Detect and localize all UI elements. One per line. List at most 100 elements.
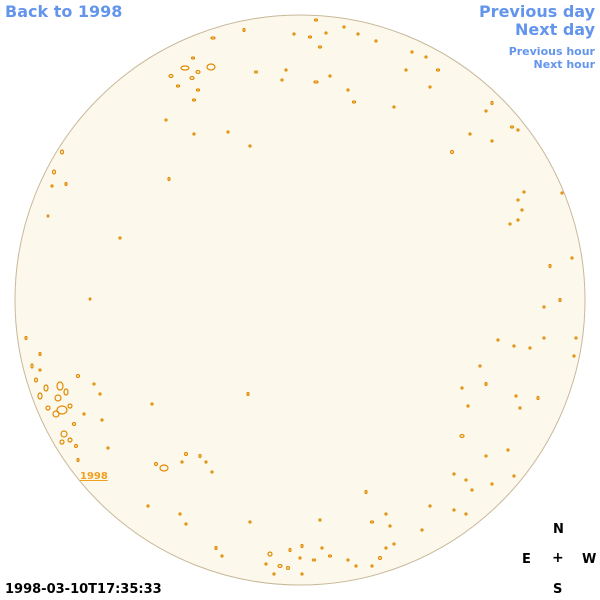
magnetic-contour — [512, 344, 516, 348]
magnetic-contour — [327, 554, 333, 558]
magnetic-contour — [264, 562, 268, 566]
magnetic-contour — [248, 144, 252, 148]
magnetic-contour — [180, 460, 184, 464]
compass-center: + — [552, 550, 564, 566]
magnetic-contour — [248, 520, 252, 524]
magnetic-contours — [24, 18, 578, 576]
magnetic-contour — [484, 454, 488, 458]
magnetic-contour — [38, 368, 42, 372]
magnetic-contour — [180, 65, 190, 71]
magnetic-contour — [516, 218, 520, 222]
magnetic-contour — [452, 472, 456, 476]
magnetic-contour — [318, 518, 322, 522]
magnetic-contour — [24, 335, 28, 341]
magnetic-contour — [267, 551, 273, 557]
magnetic-contour — [50, 184, 54, 188]
magnetic-contour — [307, 35, 313, 39]
magnetic-contour — [342, 25, 346, 29]
magnetic-contour — [118, 236, 122, 240]
observation-timestamp: 1998-03-10T17:35:33 — [5, 582, 162, 597]
magnetic-contour — [346, 558, 350, 562]
magnetic-contour — [313, 80, 319, 84]
magnetic-contour — [324, 31, 328, 35]
magnetic-contour — [311, 558, 317, 562]
magnetic-contour — [466, 404, 470, 408]
magnetic-contour — [73, 443, 79, 449]
previous-hour-link[interactable]: Previous hour — [508, 45, 595, 58]
magnetic-contour — [558, 297, 562, 303]
magnetic-contour — [428, 85, 432, 89]
magnetic-contour — [410, 50, 414, 54]
magnetic-contour — [496, 338, 500, 342]
magnetic-contour — [364, 489, 368, 495]
magnetic-contour — [284, 68, 288, 72]
magnetic-contour — [460, 386, 464, 390]
next-hour-link[interactable]: Next hour — [533, 58, 596, 71]
active-region-label[interactable]: 1998 — [80, 471, 108, 482]
magnetic-contour — [54, 394, 62, 402]
magnetic-contour — [506, 448, 510, 452]
magnetic-contour — [52, 410, 60, 418]
magnetic-contour — [300, 543, 304, 549]
magnetic-contour — [51, 169, 57, 175]
magnetic-contour — [288, 547, 292, 553]
magnetic-contour — [198, 453, 202, 459]
magnetic-contour — [420, 528, 424, 532]
magnetic-contour — [242, 27, 246, 33]
magnetic-contour — [520, 208, 524, 212]
previous-day-link[interactable]: Previous day — [478, 2, 595, 21]
magnetic-contour — [484, 381, 488, 387]
magnetic-contour — [285, 565, 291, 571]
magnetic-contour — [59, 439, 65, 445]
magnetic-contour — [536, 395, 540, 401]
magnetic-contour — [33, 377, 39, 383]
magnetic-contour — [43, 384, 49, 392]
magnetic-contour — [548, 263, 552, 269]
magnetic-contour — [328, 74, 332, 78]
magnetic-contour — [67, 403, 73, 409]
magnetic-contour — [46, 214, 50, 218]
magnetic-contour — [369, 520, 375, 524]
magnetic-contour — [424, 55, 428, 59]
magnetic-contour — [346, 88, 350, 92]
magnetic-contour — [56, 381, 64, 391]
magnetic-contour — [195, 69, 201, 75]
magnetic-contour — [92, 382, 96, 386]
magnetic-contour — [542, 336, 546, 340]
back-to-year-link[interactable]: Back to 1998 — [5, 2, 123, 21]
magnetic-contour — [484, 109, 488, 113]
magnetic-contour — [175, 84, 181, 88]
magnetic-contour — [464, 478, 468, 482]
magnetic-contour — [253, 70, 259, 74]
magnetic-contour — [317, 45, 323, 49]
magnetic-contour — [210, 36, 216, 40]
magnetic-contour — [168, 73, 174, 79]
magnetic-contour — [178, 512, 182, 516]
magnetic-contour — [470, 488, 474, 492]
magnetic-contour — [71, 421, 77, 427]
compass-west: W — [582, 552, 597, 567]
magnetic-contour — [374, 39, 378, 43]
magnetic-contour — [478, 364, 482, 368]
magnetic-contour — [167, 176, 171, 182]
magnetic-contour — [153, 461, 159, 467]
magnetic-contour — [570, 256, 574, 260]
magnetic-contour — [377, 555, 383, 561]
magnetic-contour — [204, 460, 208, 464]
next-day-link[interactable]: Next day — [515, 20, 595, 39]
magnetic-contour — [354, 564, 358, 568]
magnetic-contour — [392, 542, 396, 546]
magnetic-contour — [98, 392, 102, 396]
magnetic-contour — [356, 32, 360, 36]
magnetic-contour — [277, 563, 283, 569]
magnetic-contour — [320, 546, 324, 550]
magnetic-contour — [560, 191, 564, 195]
magnetic-contour — [60, 430, 68, 438]
magnetic-contour — [76, 457, 80, 463]
compass-north: N — [553, 522, 564, 537]
magnetic-contour — [64, 181, 68, 187]
magnetic-contour — [67, 437, 73, 443]
magnetic-contour — [56, 405, 68, 415]
magnetic-contour — [272, 572, 276, 576]
